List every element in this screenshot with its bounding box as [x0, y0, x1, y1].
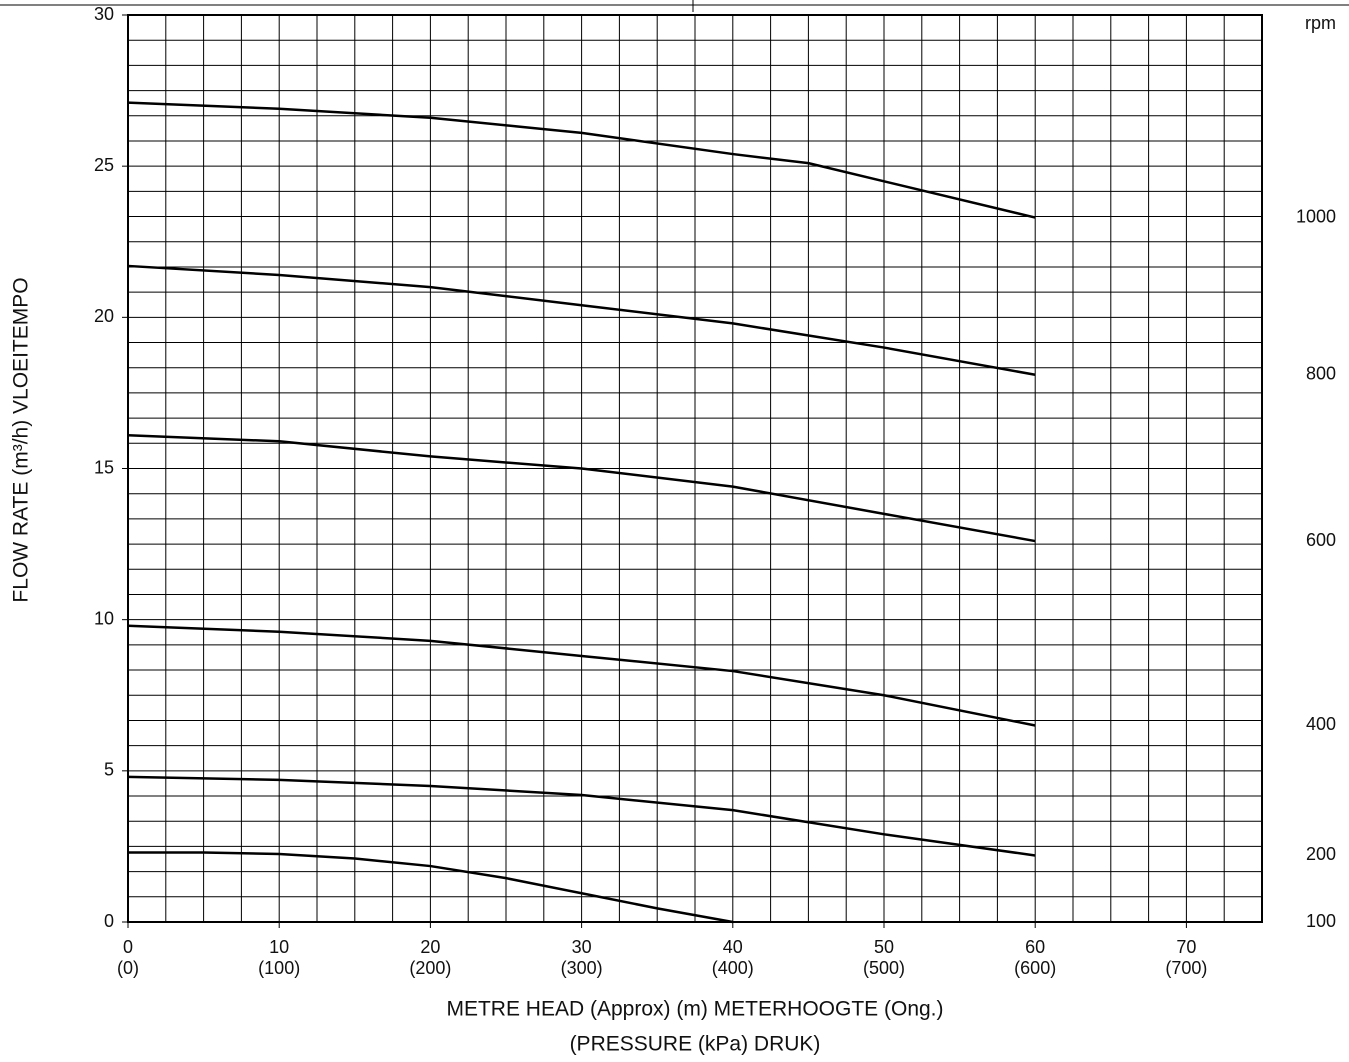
- rpm-curve: [127, 101, 1036, 219]
- x-tick-label: 40: [723, 937, 743, 957]
- y-tick-label: 10: [94, 608, 114, 628]
- rpm-curve: [127, 624, 1036, 727]
- x2-tick-label: (500): [863, 958, 905, 978]
- legend-label: 600: [1306, 530, 1336, 550]
- y-tick-label: 20: [94, 306, 114, 326]
- x2-tick-label: (100): [258, 958, 300, 978]
- y-tick-label: 15: [94, 457, 114, 477]
- rpm-curve: [127, 264, 1036, 377]
- x2-tick-label: (300): [561, 958, 603, 978]
- legend-label: 800: [1306, 364, 1336, 384]
- x2-tick-label: (200): [409, 958, 451, 978]
- x-axis-label-2: (PRESSURE (kPa) DRUK): [570, 1033, 821, 1056]
- legend-label: 1000: [1296, 206, 1336, 226]
- x-axis-label: METRE HEAD (Approx) (m) METERHOOGTE (Ong…: [446, 998, 943, 1021]
- plot-frame: [127, 14, 1263, 923]
- y-axis-label: FLOW RATE (m³/h) VLOEITEMPO: [10, 277, 33, 602]
- x-tick-label: 10: [269, 937, 289, 957]
- legend-label: 400: [1306, 714, 1336, 734]
- rpm-curve: [127, 775, 1036, 857]
- legend-label: 100: [1306, 911, 1336, 931]
- x-tick-label: 30: [572, 937, 592, 957]
- rpm-curve: [127, 433, 1036, 543]
- x-tick-label: 60: [1025, 937, 1045, 957]
- y-tick-label: 30: [94, 4, 114, 24]
- x-tick-label: 0: [123, 937, 133, 957]
- y-tick-label: 0: [104, 911, 114, 931]
- x2-tick-label: (700): [1165, 958, 1207, 978]
- x2-tick-label: (400): [712, 958, 754, 978]
- x-tick-label: 70: [1176, 937, 1196, 957]
- legend-label: 200: [1306, 844, 1336, 864]
- rpm-curve: [128, 851, 734, 924]
- y-tick-label: 5: [104, 760, 114, 780]
- x-tick-label: 50: [874, 937, 894, 957]
- right-label: rpm: [1305, 13, 1336, 33]
- x-tick-label: 20: [420, 937, 440, 957]
- y-tick-label: 25: [94, 155, 114, 175]
- x2-tick-label: (600): [1014, 958, 1056, 978]
- x2-tick-label: (0): [117, 958, 139, 978]
